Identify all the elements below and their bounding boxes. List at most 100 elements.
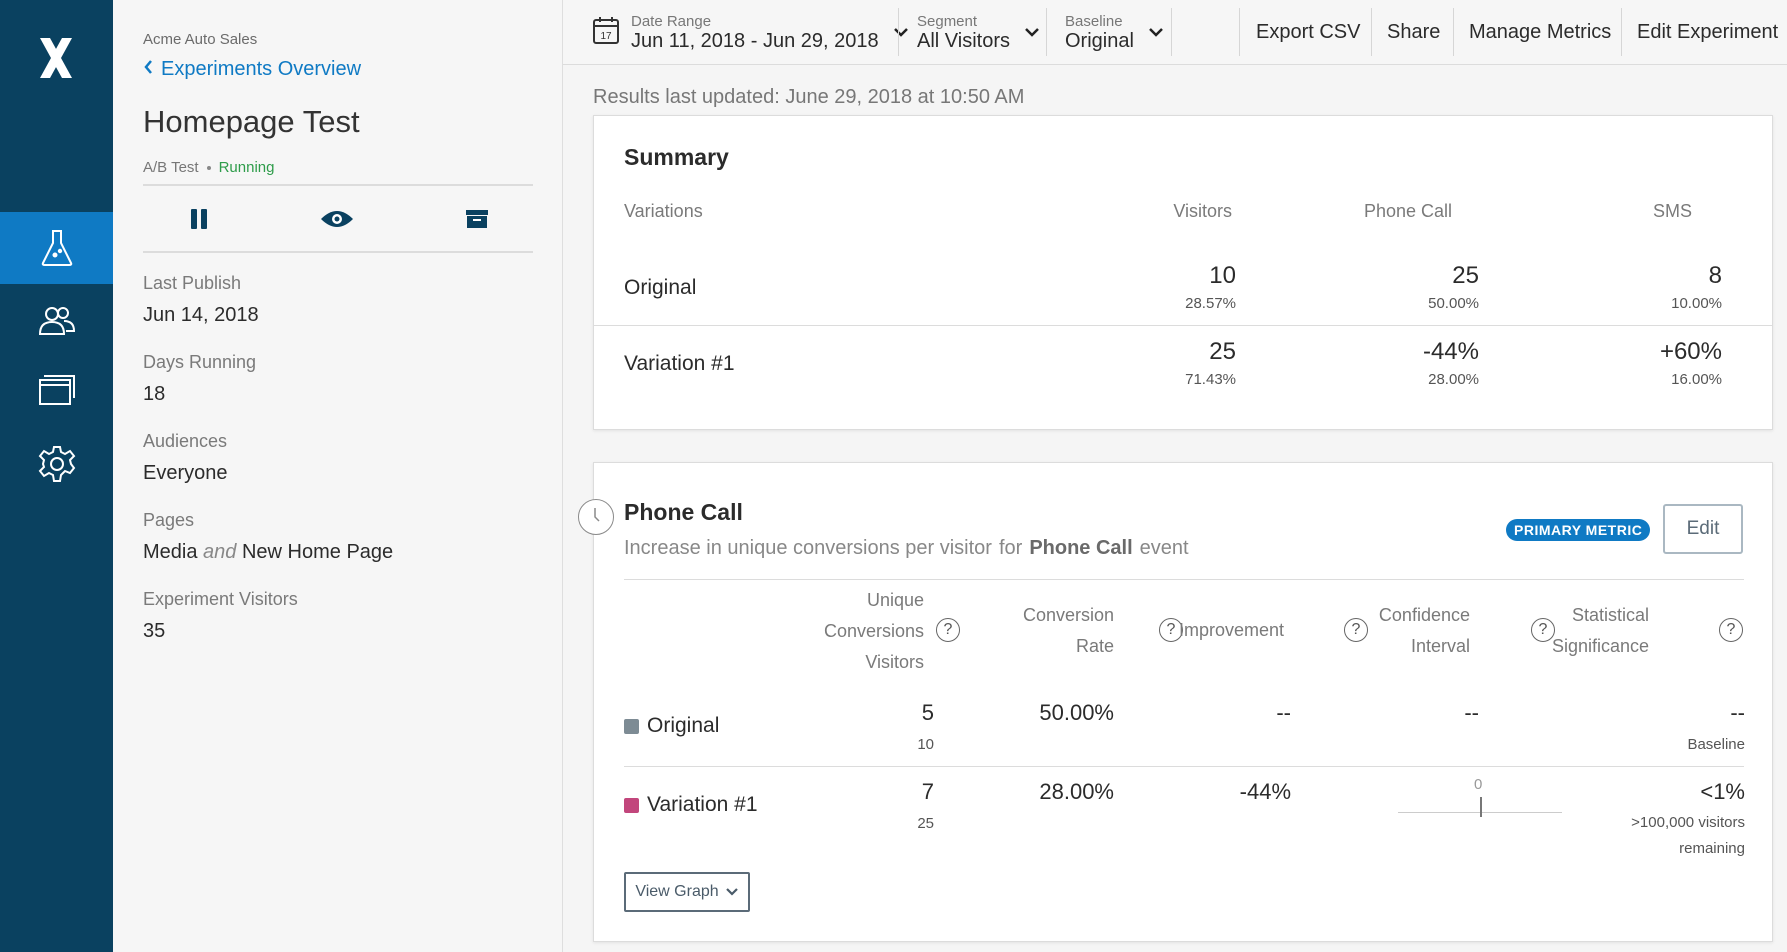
header-line: Statistical [1571, 605, 1649, 625]
variation-row-label: Variation #1 [624, 793, 758, 817]
view-graph-button[interactable]: View Graph [624, 872, 750, 912]
phone-call-rate: 28.00% [1428, 371, 1479, 388]
variation-name: Original [647, 714, 720, 737]
column-header-improvement: Improvement [1178, 620, 1284, 640]
page-name: New Home Page [241, 541, 394, 563]
days-running-label: Days Running [143, 352, 257, 372]
history-icon[interactable] [578, 499, 614, 535]
nav-experiments[interactable] [0, 212, 113, 284]
baseline-dropdown[interactable]: Baseline Original [1065, 0, 1164, 65]
significance-value: -- [1730, 700, 1745, 725]
pages-value: Media and New Home Page [143, 541, 393, 564]
nav-audiences[interactable] [0, 284, 113, 356]
app-nav [0, 0, 113, 952]
archive-button[interactable] [459, 206, 495, 236]
column-header-confidence-interval: Confidence Interval [1320, 600, 1470, 662]
results-toolbar: 17 Date Range Jun 11, 2018 - Jun 29, 201… [563, 0, 1787, 65]
primary-metric-badge: PRIMARY METRIC [1506, 519, 1651, 541]
back-link-label: Experiments Overview [161, 58, 362, 80]
header-line: Significance [1551, 636, 1649, 656]
toolbar-divider [1371, 8, 1372, 56]
phone-call-metric-card: Phone Call Increase in unique conversion… [593, 462, 1773, 942]
sms-value: +60% [1659, 338, 1722, 365]
column-header: Visitors [1173, 201, 1232, 221]
last-publish-value: Jun 14, 2018 [143, 304, 259, 326]
toolbar-divider [1453, 8, 1454, 56]
date-range-dropdown[interactable]: 17 Date Range Jun 11, 2018 - Jun 29, 201… [593, 0, 909, 65]
divider [624, 579, 1744, 580]
help-icon[interactable]: ? [1159, 618, 1183, 642]
header-line: Visitors [865, 652, 924, 672]
chevron-down-icon [1148, 24, 1164, 42]
significance-value: <1% [1700, 779, 1745, 804]
column-header-statistical-significance: Statistical Significance [1499, 600, 1649, 662]
baseline-label: Baseline [1065, 12, 1123, 30]
help-icon[interactable]: ? [936, 618, 960, 642]
baseline-value: Original [1065, 29, 1134, 52]
metric-description-text: for [998, 537, 1023, 559]
last-publish-label: Last Publish [143, 273, 242, 293]
header-line: Conversions [823, 621, 924, 641]
metric-title: Phone Call [624, 499, 743, 525]
separator-dot [206, 165, 211, 170]
toolbar-divider [1621, 8, 1622, 56]
edit-metric-button[interactable]: Edit [1663, 504, 1743, 554]
date-range-label: Date Range [631, 12, 712, 30]
chevron-down-icon [893, 24, 909, 42]
header-line: Conversion [1022, 605, 1114, 625]
toolbar-divider [1171, 8, 1172, 56]
chevron-down-icon [725, 883, 739, 901]
segment-label: Segment [917, 12, 978, 30]
significance-note: >100,000 visitors [1631, 814, 1745, 831]
back-link[interactable]: Experiments Overview [143, 58, 361, 81]
variation-color-swatch [624, 718, 639, 734]
summary-title: Summary [624, 144, 729, 170]
significance-note: remaining [1679, 840, 1745, 857]
sms-rate: 16.00% [1671, 371, 1722, 388]
chevron-left-icon [143, 58, 153, 81]
visitors-count: 25 [1209, 338, 1236, 365]
metric-event-name: Phone Call [1029, 537, 1133, 559]
column-header: Variations [624, 201, 703, 221]
divider [143, 251, 533, 253]
experiment-title: Homepage Test [143, 104, 360, 139]
toolbar-divider [1046, 8, 1047, 56]
eye-icon [320, 209, 354, 234]
visitors-count: 10 [1209, 262, 1236, 289]
unique-conversions: 7 [921, 779, 934, 804]
preview-button[interactable] [319, 206, 355, 236]
sms-value: 8 [1708, 262, 1722, 289]
help-icon[interactable]: ? [1719, 618, 1743, 642]
variation-name: Original [624, 276, 697, 299]
share-button[interactable]: Share [1387, 21, 1441, 43]
metric-description: Increase in unique conversions per visit… [624, 537, 1189, 560]
audiences-value: Everyone [143, 462, 228, 484]
help-icon[interactable]: ? [1344, 618, 1368, 642]
experiment-sidebar: Acme Auto Sales Experiments Overview Hom… [113, 0, 563, 952]
conversion-rate: 28.00% [1039, 779, 1114, 804]
edit-experiment-button[interactable]: Edit Experiment [1637, 21, 1779, 43]
pages-icon [38, 374, 76, 406]
segment-value: All Visitors [917, 29, 1010, 52]
manage-metrics-button[interactable]: Manage Metrics [1469, 21, 1612, 43]
segment-dropdown[interactable]: Segment All Visitors [917, 0, 1040, 65]
nav-pages[interactable] [0, 354, 113, 426]
row-divider [594, 325, 1772, 326]
pause-button[interactable] [181, 206, 217, 236]
nav-settings[interactable] [0, 428, 113, 500]
svg-text:17: 17 [600, 31, 612, 42]
visitors-percent: 28.57% [1185, 295, 1236, 312]
date-range-value: Jun 11, 2018 - Jun 29, 2018 [631, 29, 879, 52]
gear-icon [38, 445, 76, 483]
app-logo-icon[interactable] [36, 34, 76, 82]
confidence-interval-marker [1480, 797, 1482, 817]
improvement-value: -- [1276, 700, 1291, 725]
export-csv-button[interactable]: Export CSV [1256, 21, 1361, 43]
view-graph-label: View Graph [635, 883, 719, 900]
help-icon[interactable]: ? [1531, 618, 1555, 642]
header-line: Confidence [1378, 605, 1470, 625]
pages-conjunction: and [203, 541, 237, 563]
summary-card: Summary Variations Visitors Phone Call S… [593, 115, 1773, 430]
status-badge: Running [218, 159, 275, 176]
improvement-value: -44% [1239, 779, 1291, 804]
